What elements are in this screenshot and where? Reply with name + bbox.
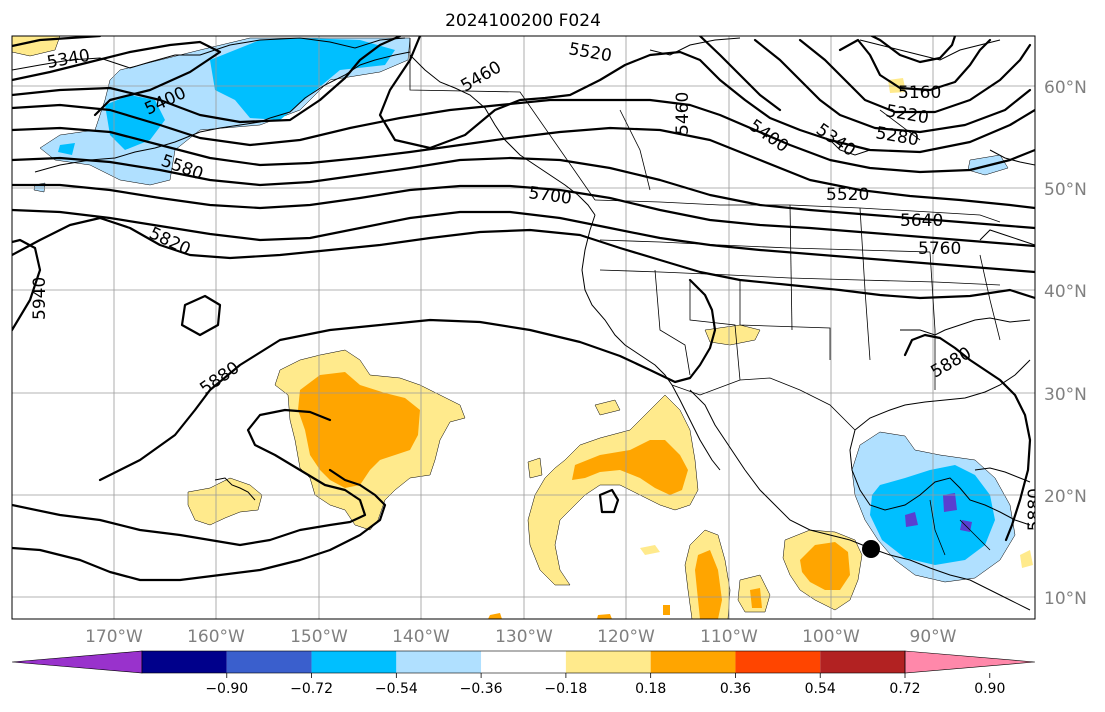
colorbar-tick-label: 0.72 — [889, 681, 920, 697]
lon-label: 100°W — [802, 627, 860, 647]
lat-label: 30°N — [1044, 385, 1087, 405]
colorbar-tick-label: 0.90 — [974, 681, 1005, 697]
lon-label: 110°W — [700, 627, 758, 647]
lat-label: 50°N — [1044, 180, 1087, 200]
colorbar-extend-max — [904, 650, 1036, 674]
colorbar: −0.90 −0.72 −0.54 −0.36 −0.18 0.18 0.36 0.54 0.7… — [11, 650, 1036, 697]
lon-label: 150°W — [290, 627, 348, 647]
lat-label: 40°N — [1044, 282, 1087, 302]
colorbar-segment — [311, 651, 397, 673]
colorbar-segment — [650, 651, 736, 673]
lon-label: 90°W — [910, 627, 957, 647]
colorbar-extend-min — [11, 650, 143, 674]
lon-label: 120°W — [597, 627, 655, 647]
colorbar-tick-label: −0.54 — [375, 681, 418, 697]
colorbar-segment — [481, 651, 566, 673]
lat-label: 10°N — [1044, 589, 1087, 609]
contour-label-5760: 5760 — [918, 239, 961, 259]
graticule — [12, 36, 1035, 619]
colorbar-segment — [820, 651, 905, 673]
colorbar-tick-label: 0.18 — [635, 681, 666, 697]
contour-label-5940: 5940 — [30, 277, 50, 320]
latitude-labels: 60°N 50°N 40°N 30°N 20°N 10°N — [1044, 78, 1087, 609]
map-frame — [11, 35, 1036, 620]
map-title: 2024100200 F024 — [445, 11, 601, 31]
lon-label: 130°W — [495, 627, 553, 647]
lat-label: 20°N — [1044, 487, 1087, 507]
colorbar-tick-label: −0.18 — [544, 681, 587, 697]
colorbar-segment — [735, 651, 821, 673]
contour-label-5520-b: 5520 — [826, 185, 869, 205]
lon-label: 140°W — [392, 627, 450, 647]
contour-label-5640: 5640 — [900, 211, 943, 231]
storm-position-dot — [862, 540, 880, 558]
colorbar-tick-label: −0.36 — [460, 681, 503, 697]
colorbar-tick-label: 0.36 — [720, 681, 751, 697]
contour-label-5460-b: 5460 — [673, 92, 693, 135]
colorbar-segment — [396, 651, 482, 673]
contour-label-5880-c: 5880 — [1025, 488, 1045, 531]
map-panel: 5340 5520 5460 5400 5580 5460 5400 5340 … — [12, 36, 1045, 619]
colorbar-segment — [226, 651, 312, 673]
colorbar-tick-label: −0.72 — [290, 681, 333, 697]
longitude-labels: 170°W 160°W 150°W 140°W 130°W 120°W 110°… — [85, 627, 957, 647]
colorbar-tick-label: 0.54 — [805, 681, 836, 697]
colorbar-tick-label: −0.90 — [205, 681, 248, 697]
height-contours — [12, 36, 1035, 582]
coastlines — [12, 37, 1035, 611]
lon-label: 160°W — [187, 627, 245, 647]
colorbar-outline — [141, 650, 906, 674]
political-borders — [409, 38, 1001, 556]
positive-anomaly-shading — [187, 324, 1033, 619]
contour-label-5160: 5160 — [898, 83, 941, 103]
colorbar-segment — [142, 651, 227, 673]
lat-label: 60°N — [1044, 78, 1087, 98]
colorbar-segment — [565, 651, 651, 673]
lon-label: 170°W — [85, 627, 143, 647]
